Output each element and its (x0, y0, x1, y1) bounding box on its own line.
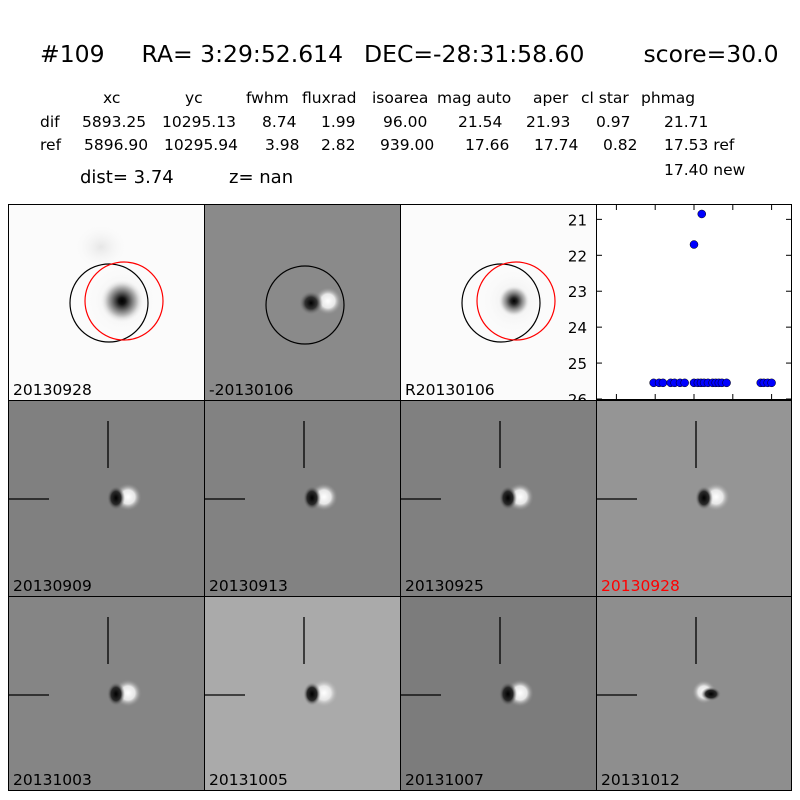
stamp-image (205, 401, 400, 596)
stamp-cell: 20130928 (596, 400, 792, 597)
data-point (658, 378, 668, 388)
stamp-label: 20130928 (601, 577, 680, 595)
y-tick-label: 24 (568, 319, 587, 337)
y-tick-label: 25 (568, 355, 587, 373)
stamp-label: 20131005 (209, 771, 288, 789)
ref-phmag: 17.53 ref (664, 136, 735, 154)
y-tick-label: 22 (568, 247, 587, 265)
light-curve-plot: −100−50050100212223242526 (568, 204, 792, 422)
stamp-image (9, 597, 204, 790)
stamp-cell: 20131003 (8, 596, 205, 791)
dif-aper: 21.93 (526, 113, 571, 131)
aperture-circle-red (84, 261, 164, 341)
stamp-image (597, 401, 791, 596)
col-header-mag-auto: mag auto (437, 89, 512, 107)
stamp-image (9, 205, 204, 400)
aperture-circle-red (476, 261, 556, 341)
stamp-label: 20131012 (601, 771, 680, 789)
data-point (697, 209, 707, 219)
dif-fwhm: 8.74 (262, 113, 297, 131)
declination: DEC=-28:31:58.60 (364, 40, 585, 68)
stamp-image (401, 597, 596, 790)
stamp-label: 20131007 (405, 771, 484, 789)
col-header-aper: aper (533, 89, 569, 107)
stamp-label: 20131003 (13, 771, 92, 789)
ref-yc: 10295.94 (164, 136, 238, 154)
ref-fluxrad: 2.82 (321, 136, 356, 154)
candidate-id: #109 (40, 40, 105, 68)
col-header-isoarea: isoarea (372, 89, 429, 107)
stamp-cell: 20131007 (400, 596, 597, 791)
col-header-cl-star: cl star (581, 89, 629, 107)
col-header-yc: yc (185, 89, 203, 107)
stamp-image (597, 597, 791, 790)
ref-xc: 5896.90 (84, 136, 149, 154)
stamp-label: 20130909 (13, 577, 92, 595)
stamp-reference-new: 20130928 (8, 204, 205, 401)
aperture-circle-black (69, 263, 149, 343)
aperture-circle-black (461, 263, 541, 343)
stamp-label: 20130928 (13, 381, 92, 399)
col-header-xc: xc (103, 89, 121, 107)
phmag-new: 17.40 new (664, 161, 746, 179)
ref-cl-star: 0.82 (603, 136, 638, 154)
stamp-image (205, 597, 400, 790)
stamp-image (9, 401, 204, 596)
stamp-cell: 20130909 (8, 400, 205, 597)
stamp-label: 20130925 (405, 577, 484, 595)
aperture-circle-black (265, 265, 345, 345)
stamp-label: -20130106 (209, 381, 294, 399)
redshift-value: z= nan (229, 167, 294, 188)
stamp-image (401, 205, 596, 400)
row-label-ref: ref (40, 136, 62, 154)
dif-yc: 10295.13 (162, 113, 236, 131)
stamp-reference: R20130106 (400, 204, 597, 401)
score: score=30.0 (643, 40, 779, 68)
stamp-cell: 20130913 (204, 400, 401, 597)
stamp-difference: -20130106 (204, 204, 401, 401)
dif-xc: 5893.25 (82, 113, 147, 131)
y-tick-label: 21 (568, 211, 587, 229)
data-point (722, 378, 731, 388)
stamp-cell: 20131005 (204, 596, 401, 791)
col-header-phmag: phmag (641, 89, 696, 107)
dif-fluxrad: 1.99 (321, 113, 356, 131)
row-label-dif: dif (40, 113, 60, 131)
ref-mag-auto: 17.66 (465, 136, 510, 154)
distance-value: dist= 3.74 (80, 167, 174, 188)
col-header-fluxrad: fluxrad (302, 89, 357, 107)
ref-isoarea: 939.00 (380, 136, 435, 154)
stamp-cell: 20131012 (596, 596, 792, 791)
dif-phmag: 21.71 (664, 113, 709, 131)
dif-isoarea: 96.00 (383, 113, 428, 131)
data-point (767, 378, 776, 388)
ref-fwhm: 3.98 (265, 136, 300, 154)
stamp-label: R20130106 (405, 381, 495, 399)
data-point (689, 240, 699, 249)
col-header-fwhm: fwhm (246, 89, 289, 107)
dif-mag-auto: 21.54 (458, 113, 503, 131)
stamp-label: 20130913 (209, 577, 288, 595)
ref-aper: 17.74 (534, 136, 579, 154)
data-point (680, 378, 689, 388)
dif-cl-star: 0.97 (596, 113, 631, 131)
stamp-cell: 20130925 (400, 400, 597, 597)
candidate-header: #109 RA= 3:29:52.614 DEC=-28:31:58.60 sc… (40, 40, 779, 68)
stamp-image (401, 401, 596, 596)
light-curve-svg: −100−50050100212223242526 (568, 205, 791, 422)
right-ascension: RA= 3:29:52.614 (141, 40, 344, 68)
stamp-image (205, 205, 400, 400)
y-tick-label: 23 (568, 283, 587, 301)
